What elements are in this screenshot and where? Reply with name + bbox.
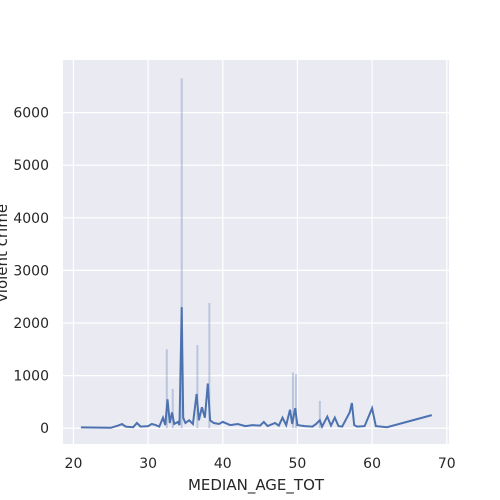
x-tick-label: 40 [214, 456, 232, 472]
y-tick-label: 1000 [13, 369, 49, 385]
y-axis-label: violent crime [0, 204, 11, 302]
y-tick-label: 0 [40, 421, 49, 437]
x-tick-label: 50 [289, 456, 307, 472]
y-tick-label: 5000 [13, 158, 49, 174]
series-line [80, 307, 433, 430]
x-axis-label: MEDIAN_AGE_TOT [188, 476, 325, 495]
y-tick-label: 2000 [13, 316, 49, 332]
plot-area [63, 60, 449, 444]
gridlines [63, 60, 449, 444]
tick-labels: 20 30 40 50 60 70 0 1000 2000 3000 4000 5000 6000 [13, 106, 455, 472]
x-tick-label: 30 [139, 456, 157, 472]
x-tick-label: 60 [363, 456, 381, 472]
y-tick-label: 3000 [13, 263, 49, 279]
y-tick-label: 4000 [13, 211, 49, 227]
x-tick-label: 20 [65, 456, 83, 472]
y-tick-label: 6000 [13, 106, 49, 122]
x-tick-label: 70 [438, 456, 456, 472]
